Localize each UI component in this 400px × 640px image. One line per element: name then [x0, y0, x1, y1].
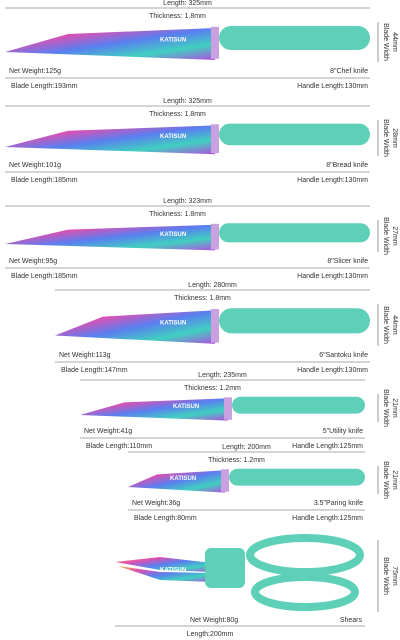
thickness-label: Thickness: 1.8mm — [149, 211, 206, 218]
blade-width-value: 44mm — [391, 32, 398, 52]
bolster — [211, 223, 219, 250]
blade — [5, 125, 215, 155]
blade-width-label: Blade Width — [382, 557, 389, 595]
blade-width-value: 44mm — [391, 315, 398, 335]
shear-blade — [115, 557, 212, 572]
bolster — [221, 469, 229, 492]
shear-handle — [251, 573, 359, 611]
length-label: Length: 325mm — [163, 98, 212, 105]
blade-length: Blade Length:185mm — [11, 177, 78, 184]
handle — [219, 26, 370, 50]
length-label: Length:200mm — [187, 631, 234, 638]
length-label: Length: 325mm — [163, 0, 212, 7]
blade-length: Blade Length:147mm — [61, 367, 128, 374]
handle-length: Handle Length:125mm — [292, 443, 363, 450]
handle-length: Handle Length:130mm — [297, 177, 368, 184]
blade-width-label: Blade Width — [382, 23, 389, 61]
knife-name: 3.5"Paring knife — [314, 500, 363, 507]
blade-length: Blade Length:185mm — [11, 273, 78, 280]
blade-width-label: Blade Width — [382, 217, 389, 255]
bolster — [224, 397, 232, 420]
bolster — [211, 26, 219, 59]
handle-length: Handle Length:130mm — [297, 367, 368, 374]
blade-width-value: 21mm — [391, 398, 398, 418]
length-label: Length: 200mm — [222, 444, 271, 451]
handle — [232, 396, 365, 414]
brand: KATISUN — [160, 568, 186, 574]
net-weight: Net Weight:95g — [9, 258, 57, 265]
handle — [219, 223, 370, 243]
blade-width-value: 27mm — [391, 226, 398, 246]
blade-width-label: Blade Width — [382, 119, 389, 157]
blade — [128, 470, 225, 493]
blade-width-value: 75mm — [391, 566, 398, 586]
blade-length: Blade Length:193mm — [11, 83, 78, 90]
net-weight: Net Weight:113g — [59, 352, 111, 359]
knife-name: Shears — [340, 617, 363, 624]
handle-length: Handle Length:130mm — [297, 273, 368, 280]
handle — [219, 123, 370, 146]
thickness-label: Thickness: 1.8mm — [174, 295, 231, 302]
knife-name: 8"Chef knife — [330, 68, 368, 75]
blade-width-value: 28mm — [391, 128, 398, 148]
brand: KATISUN — [160, 38, 186, 44]
length-label: Length: 323mm — [163, 198, 212, 205]
length-label: Length: 235mm — [198, 372, 247, 379]
handle — [229, 468, 365, 486]
net-weight: Net Weight:125g — [9, 68, 61, 75]
blade-width-label: Blade Width — [382, 306, 389, 344]
blade — [80, 398, 228, 421]
knife-name: 6"Santoku knife — [319, 352, 368, 359]
net-weight: Net Weight:101g — [9, 162, 61, 169]
length-label: Length: 280mm — [188, 282, 237, 289]
knife-name: 5"Utility knife — [323, 428, 363, 435]
brand: KATISUN — [160, 232, 186, 238]
bolster — [211, 124, 219, 154]
blade-width-value: 21mm — [391, 470, 398, 490]
brand: KATISUN — [160, 320, 186, 326]
brand: KATISUN — [160, 134, 186, 140]
net-weight: Net Weight:36g — [132, 500, 180, 507]
handle — [219, 308, 370, 334]
blade-length: Blade Length:110mm — [86, 443, 152, 450]
knife-name: 8"Bread knife — [326, 162, 368, 169]
bolster — [211, 309, 219, 343]
handle-length: Handle Length:130mm — [297, 83, 368, 90]
shear-handle — [246, 534, 364, 576]
blade-width-label: Blade Width — [382, 461, 389, 499]
shear-pivot — [205, 548, 245, 588]
blade-length: Blade Length:80mm — [134, 515, 197, 522]
net-weight: Net Weight:41g — [84, 428, 132, 435]
brand: KATISUN — [173, 404, 199, 410]
shear-blade — [118, 566, 212, 582]
thickness-label: Thickness: 1.8mm — [149, 13, 206, 20]
blade — [55, 310, 215, 344]
blade — [5, 224, 215, 251]
blade — [5, 28, 215, 60]
thickness-label: Thickness: 1.2mm — [184, 385, 241, 392]
knife-name: 8"Slicer knife — [327, 258, 368, 265]
thickness-label: Thickness: 1.2mm — [208, 457, 265, 464]
handle-length: Handle Length:125mm — [292, 515, 363, 522]
thickness-label: Thickness: 1.8mm — [149, 111, 206, 118]
brand: KATISUN — [170, 476, 196, 482]
net-weight: Net Weight:80g — [190, 617, 238, 624]
blade-width-label: Blade Width — [382, 389, 389, 427]
